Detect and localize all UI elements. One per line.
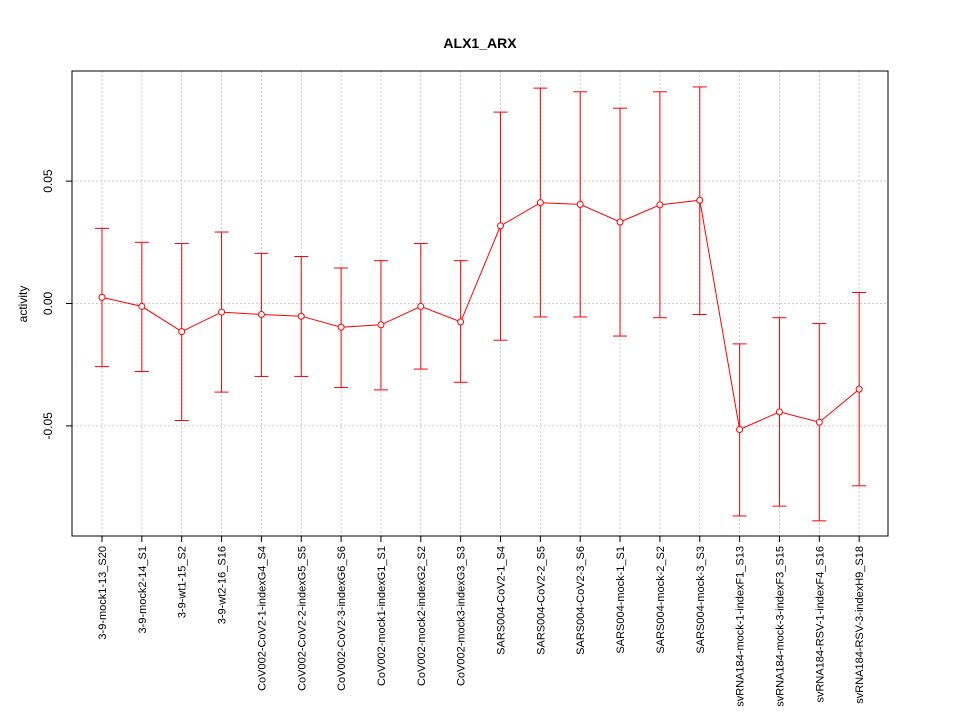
y-tick-label: 0.00 (41, 291, 55, 315)
data-point (696, 196, 704, 204)
grid-lines (72, 71, 888, 536)
series-line (101, 199, 860, 431)
series-layer (95, 86, 867, 522)
data-point (218, 308, 226, 316)
y-tick-label: -0.05 (41, 412, 55, 440)
x-tick-label: svRNA184-mock-1-indexF1_S13 (735, 546, 747, 707)
x-tick-label: CoV002-CoV2-3-indexG6_S6 (336, 546, 348, 691)
data-point (775, 408, 783, 416)
x-tick-label: CoV002-mock3-indexG3_S3 (456, 546, 468, 686)
x-tick-label: SARS004-mock-1_S1 (615, 546, 627, 654)
data-point (815, 418, 823, 426)
data-point (536, 199, 544, 207)
data-point (616, 218, 624, 226)
x-tick-label: SARS004-CoV2-1_S4 (496, 546, 508, 655)
x-tick-label: svRNA184-mock-3-indexF3_S15 (774, 546, 786, 707)
x-tick-label: 3-9-mock2-14_S1 (137, 546, 149, 633)
y-tick-label: 0.05 (41, 169, 55, 193)
data-point (576, 200, 584, 208)
x-tick-label: CoV002-mock1-indexG1_S1 (376, 546, 388, 686)
x-tick-label: 3-9-mock1-13_S20 (97, 546, 109, 640)
y-axis-label: activity (16, 286, 30, 323)
chart-title: ALX1_ARX (443, 35, 517, 51)
data-point (337, 323, 345, 331)
data-point (257, 311, 265, 319)
x-tick-label: CoV002-CoV2-1-indexG4_S4 (256, 546, 268, 691)
x-tick-label: 3-9-wt2-16_S16 (217, 546, 229, 624)
data-point (178, 328, 186, 336)
x-tick-label: SARS004-CoV2-2_S5 (535, 546, 547, 655)
data-point (138, 302, 146, 310)
data-point (417, 302, 425, 310)
x-tick-label: SARS004-CoV2-3_S6 (575, 546, 587, 655)
data-point (855, 385, 863, 393)
x-tick-label: SARS004-mock-3_S3 (695, 546, 707, 654)
x-tick-label: CoV002-CoV2-2-indexG5_S5 (296, 546, 308, 691)
data-point (736, 426, 744, 434)
x-tick-label: CoV002-mock2-indexG2_S2 (416, 546, 428, 686)
x-tick-label: svRNA184-RSV-1-indexF4_S16 (814, 546, 826, 703)
data-point (497, 222, 504, 230)
data-point (457, 318, 465, 326)
data-point (297, 312, 305, 320)
x-tick-label: svRNA184-RSV-3-indexH9_S18 (854, 546, 866, 704)
x-tick-label: SARS004-mock-2_S2 (655, 546, 667, 654)
axes: -0.05 0.00 0.05 3-9-mock1-13_S20 3-9-mock2-1… (41, 169, 866, 707)
x-tick-label: 3-9-wt1-15_S2 (177, 546, 189, 618)
data-point (98, 293, 106, 301)
data-point (377, 321, 385, 329)
data-point (656, 201, 664, 209)
